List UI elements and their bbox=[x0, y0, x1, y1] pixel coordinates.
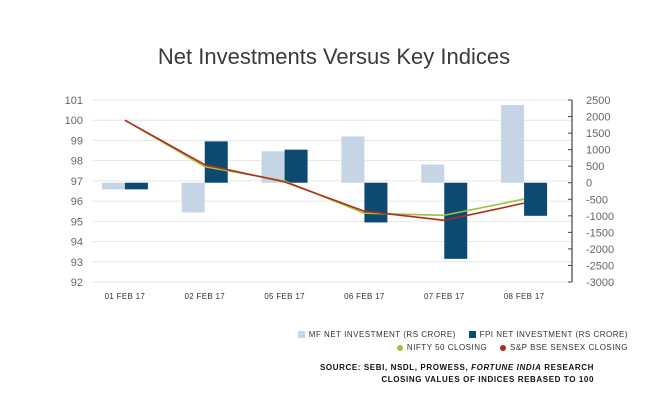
y-right-tick-label: -3000 bbox=[586, 277, 614, 289]
line-sensex bbox=[124, 119, 525, 222]
rebase-note: CLOSING VALUES OF INDICES REBASED TO 100 bbox=[381, 375, 594, 384]
y-right-tick-label: 1000 bbox=[586, 145, 610, 157]
legend-swatch-mf bbox=[297, 331, 305, 339]
y-left-tick-label: 97 bbox=[71, 176, 83, 188]
y-left-tick-label: 96 bbox=[71, 196, 83, 208]
y-left-tick-label: 93 bbox=[71, 257, 83, 269]
bar-fpi bbox=[204, 141, 228, 183]
legend-item-fpi: FPI NET INVESTMENT (RS CRORE) bbox=[468, 330, 628, 339]
legend-label-fpi: FPI NET INVESTMENT (RS CRORE) bbox=[479, 330, 628, 339]
bar-mf bbox=[261, 151, 285, 183]
bar-fpi bbox=[364, 182, 388, 223]
legend-item-mf: MF NET INVESTMENT (RS CRORE) bbox=[297, 330, 459, 339]
legend-row-2: NIFTY 50 CLOSING S&P BSE SENSEX CLOSING bbox=[387, 343, 628, 352]
axes: 92 93 94 95 96 97 98 99 100 101 2500 2000 1500 1000 50… bbox=[65, 95, 615, 301]
y-right-tick-label: 1500 bbox=[586, 128, 610, 140]
y-left-tick-label: 98 bbox=[71, 156, 83, 168]
y-right-tick-label: 2000 bbox=[586, 112, 610, 124]
legend-item-sensex: S&P BSE SENSEX CLOSING bbox=[499, 343, 628, 352]
y-left-tick-label: 100 bbox=[65, 115, 83, 127]
chart-title: Net Investments Versus Key Indices bbox=[157, 44, 511, 69]
y-right-tick-label: -2500 bbox=[586, 260, 614, 272]
y-left-tick-label: 101 bbox=[65, 95, 83, 107]
y-right-tick-label: 2500 bbox=[586, 95, 610, 107]
y-left-tick-label: 92 bbox=[71, 277, 83, 289]
y-right-tick-label: -1500 bbox=[586, 227, 614, 239]
bar-fpi bbox=[444, 182, 468, 259]
bar-mf bbox=[501, 104, 525, 183]
y-right-tick-label: -1000 bbox=[586, 211, 614, 223]
source-line: SOURCE: SEBI, NSDL, PROWESS, FORTUNE IND… bbox=[319, 363, 594, 372]
y-left-tick-label: 94 bbox=[71, 237, 83, 249]
y-right-tick-label: -500 bbox=[586, 194, 608, 206]
legend-label-sensex: S&P BSE SENSEX CLOSING bbox=[509, 343, 628, 352]
x-tick-label: 02 FEB 17 bbox=[184, 292, 225, 301]
bar-mf bbox=[181, 182, 205, 213]
legend-swatch-nifty bbox=[396, 344, 403, 351]
bar-fpi bbox=[284, 149, 308, 183]
gridlines bbox=[93, 99, 572, 283]
legend-label-mf: MF NET INVESTMENT (RS CRORE) bbox=[308, 330, 456, 339]
bar-fpi bbox=[124, 182, 148, 190]
legend-swatch-fpi bbox=[468, 331, 476, 339]
bar-marks bbox=[101, 104, 548, 259]
x-tick-label: 08 FEB 17 bbox=[504, 292, 545, 301]
y-left-tick-label: 99 bbox=[71, 135, 83, 147]
source-note: SOURCE: SEBI, NSDL, PROWESS, FORTUNE IND… bbox=[320, 362, 594, 386]
y-right-tick-label: -2000 bbox=[586, 244, 614, 256]
legend-swatch-sensex bbox=[499, 344, 506, 351]
y-left-tick-label: 95 bbox=[71, 216, 83, 228]
line-marks bbox=[124, 119, 525, 222]
x-tick-label: 06 FEB 17 bbox=[344, 292, 385, 301]
bar-mf bbox=[101, 182, 125, 190]
legend-item-nifty: NIFTY 50 CLOSING bbox=[396, 343, 490, 352]
legend-label-nifty: NIFTY 50 CLOSING bbox=[406, 343, 488, 352]
y-right-tick-label: 0 bbox=[586, 178, 592, 190]
y-right-tick-label: 500 bbox=[586, 161, 604, 173]
x-tick-label: 01 FEB 17 bbox=[105, 292, 146, 301]
bar-mf bbox=[341, 136, 365, 183]
x-tick-label: 05 FEB 17 bbox=[264, 292, 305, 301]
x-tick-label: 07 FEB 17 bbox=[424, 292, 465, 301]
legend-row-1: MF NET INVESTMENT (RS CRORE) FPI NET INV… bbox=[288, 330, 628, 339]
bar-fpi bbox=[524, 182, 548, 216]
bar-mf bbox=[421, 164, 445, 183]
